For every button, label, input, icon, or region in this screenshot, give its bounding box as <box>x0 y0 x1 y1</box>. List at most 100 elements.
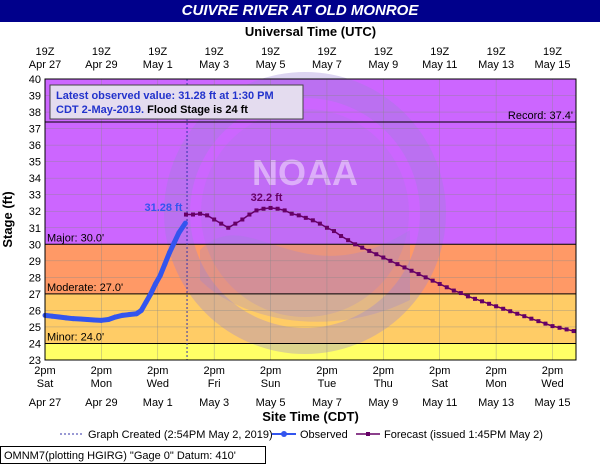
bottom-tick-time: 2pm <box>542 365 563 377</box>
bottom-tick-day: Fri <box>208 378 221 390</box>
forecast-point <box>353 242 358 247</box>
forecast-point <box>381 255 386 260</box>
top-tick-hour: 19Z <box>205 46 224 58</box>
observed-point <box>56 314 62 320</box>
forecast-point <box>409 268 414 273</box>
forecast-point <box>388 258 393 263</box>
bottom-tick-time: 2pm <box>91 365 112 377</box>
forecast-point <box>564 327 569 332</box>
bottom-tick-day: Sun <box>261 378 281 390</box>
y-axis-title: Stage (ft) <box>0 191 15 247</box>
forecast-point <box>522 314 527 319</box>
forecast-point <box>254 208 259 213</box>
forecast-point <box>275 206 280 211</box>
forecast-point <box>317 221 322 226</box>
bottom-tick-time: 2pm <box>34 365 55 377</box>
top-tick-hour: 19Z <box>543 46 562 58</box>
top-tick-date: May 7 <box>312 59 342 71</box>
crest-value-label: 32.2 ft <box>251 192 283 204</box>
observed-point <box>127 312 133 318</box>
observed-point <box>138 307 144 313</box>
y-tick-label: 38 <box>29 107 41 119</box>
chart-title: CUIVRE RIVER AT OLD MONROE <box>181 2 419 19</box>
flood-lines: Minor: 24.0' Moderate: 27.0' Major: 30.0' R… <box>45 110 576 344</box>
forecast-point <box>444 285 449 290</box>
bottom-tick-date: May 11 <box>422 397 457 409</box>
y-tick-label: 40 <box>29 74 41 86</box>
observed-point <box>157 273 163 279</box>
y-tick-label: 29 <box>29 256 41 268</box>
bottom-tick-time: 2pm <box>260 365 281 377</box>
forecast-point <box>402 265 407 270</box>
y-tick-label: 23 <box>29 355 41 367</box>
title-bar <box>0 0 600 22</box>
observed-point <box>105 317 111 323</box>
observed-point <box>77 316 83 322</box>
forecast-point <box>494 304 499 309</box>
bottom-tick-time: 2pm <box>316 365 337 377</box>
forecast-point <box>310 218 315 223</box>
forecast-point <box>367 248 372 253</box>
watermark-text: NOAA <box>252 152 358 193</box>
forecast-point <box>296 213 301 218</box>
observed-point <box>171 240 177 246</box>
bottom-tick-day: Sat <box>37 378 54 390</box>
forecast-point <box>324 225 329 230</box>
flood-category-label: Minor: 24.0' <box>47 331 104 343</box>
bottom-tick-day: Tue <box>318 378 337 390</box>
flood-category-label: Record: 37.4' <box>508 110 573 122</box>
forecast-point <box>205 213 210 218</box>
forecast-point <box>303 215 308 220</box>
watermark-ring <box>164 72 446 354</box>
y-tick-label: 28 <box>29 272 41 284</box>
observed-point <box>120 312 126 318</box>
forecast-point <box>360 245 365 250</box>
y-tick-label: 24 <box>29 338 41 350</box>
forecast-point <box>515 311 520 316</box>
bottom-tick-time: 2pm <box>373 365 394 377</box>
forecast-point <box>183 212 188 217</box>
top-tick-hour: 19Z <box>148 46 167 58</box>
forecast-point <box>198 211 203 216</box>
watermark-wave <box>200 230 410 322</box>
y-tick-label: 33 <box>29 190 41 202</box>
y-tick-label: 26 <box>29 305 41 317</box>
y-tick-label: 34 <box>29 173 41 185</box>
top-tick-hour: 19Z <box>430 46 449 58</box>
bottom-tick-time: 2pm <box>485 365 506 377</box>
bottom-tick-day: Thu <box>374 378 393 390</box>
forecast-point <box>571 329 576 334</box>
top-tick-hour: 19Z <box>92 46 111 58</box>
bottom-tick-date: May 15 <box>534 397 570 409</box>
flood-category-label: Major: 30.0' <box>47 232 104 244</box>
observed-point <box>167 250 173 256</box>
observed-point <box>134 311 140 317</box>
watermark-disc <box>201 109 409 317</box>
info-date-text: CDT 2-May-2019. <box>56 104 147 116</box>
y-tick-label: 36 <box>29 140 41 152</box>
bottom-tick-time: 2pm <box>147 365 168 377</box>
band-moderate <box>45 244 576 294</box>
forecast-point <box>430 278 435 283</box>
observed-point <box>148 291 154 297</box>
y-tick-label: 37 <box>29 124 41 136</box>
forecast-point <box>282 208 287 213</box>
observed-point <box>112 314 118 320</box>
top-tick-hour: 19Z <box>487 46 506 58</box>
legend-forecast-marker <box>366 432 370 436</box>
bottom-tick-day: Mon <box>91 378 112 390</box>
forecast-point <box>557 325 562 330</box>
observed-point <box>70 316 76 322</box>
bottom-tick-time: 2pm <box>429 365 450 377</box>
observed-point <box>143 299 149 305</box>
flood-category-label: Moderate: 27.0' <box>47 282 123 294</box>
forecast-point <box>416 272 421 277</box>
observed-point <box>49 313 55 319</box>
y-tick-label: 39 <box>29 91 41 103</box>
forecast-point <box>346 238 351 243</box>
top-tick-date: May 5 <box>256 59 286 71</box>
forecast-point <box>423 275 428 280</box>
forecast-point <box>550 324 555 329</box>
bottom-tick-date: May 5 <box>256 397 286 409</box>
y-tick-label: 32 <box>29 206 41 218</box>
